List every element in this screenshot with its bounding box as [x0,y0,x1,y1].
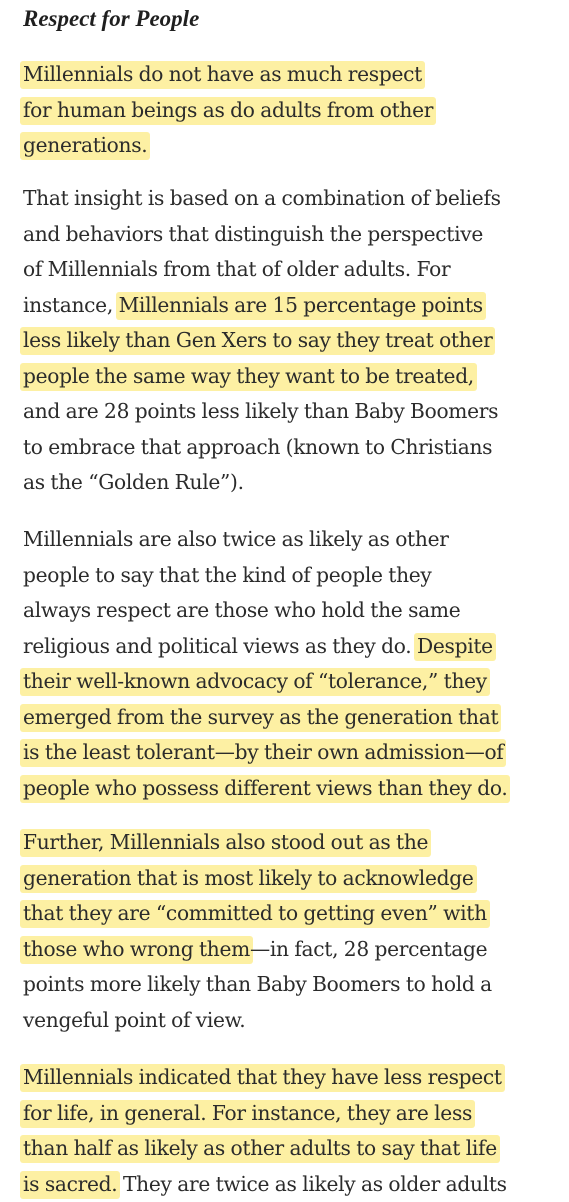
text-line: points more likely than Baby Boomers to … [23,967,492,1003]
text-line: as the “Golden Rule”). [23,465,501,501]
paragraph-1: Millennials do not have as much respect f… [23,57,433,164]
text-line: emerged from the survey as the generatio… [23,700,507,736]
body-text: of Millennials from that of older adults… [23,257,450,281]
paragraph-2: That insight is based on a combination o… [23,181,501,501]
body-text: instance, [23,293,119,317]
text-line: generation that is most likely to acknow… [23,861,492,897]
body-text: and are 28 points less likely than Baby … [23,399,498,423]
highlighted-text: Millennials indicated that they have les… [20,1064,505,1092]
highlighted-text: generation that is most likely to acknow… [20,865,477,893]
highlighted-text: emerged from the survey as the generatio… [20,704,501,732]
text-line: Millennials indicated that they have les… [23,1060,507,1096]
text-line: That insight is based on a combination o… [23,181,501,217]
text-line: is the least tolerant—by their own admis… [23,735,507,771]
text-line: less likely than Gen Xers to say they tr… [23,323,501,359]
paragraph-5: Millennials indicated that they have les… [23,1060,507,1202]
highlighted-text: that they are “committed to getting even… [20,900,490,928]
text-line: people who possess different views than … [23,771,507,807]
body-text: people to say that the kind of people th… [23,563,432,587]
text-line: people to say that the kind of people th… [23,558,507,594]
highlighted-text: Millennials do not have as much respect [20,61,425,89]
text-line: vengeful point of view. [23,1003,492,1039]
text-line: for human beings as do adults from other [23,93,433,129]
highlighted-text: people the same way they want to be trea… [20,363,477,391]
body-text: They are twice as likely as older adults [117,1172,506,1196]
paragraph-4: Further, Millennials also stood out as t… [23,825,492,1038]
text-line: religious and political views as they do… [23,629,507,665]
highlighted-text: their well-known advocacy of “tolerance,… [20,668,490,696]
body-text: points more likely than Baby Boomers to … [23,972,492,996]
paragraph-3: Millennials are also twice as likely as … [23,522,507,806]
text-line: Millennials are also twice as likely as … [23,522,507,558]
text-line: people the same way they want to be trea… [23,359,501,395]
text-line: and are 28 points less likely than Baby … [23,394,501,430]
text-line: than half as likely as other adults to s… [23,1131,507,1167]
highlighted-text: people who possess different views than … [20,775,510,803]
article: Respect for People Millennials do not ha… [23,0,563,34]
highlighted-text: Further, Millennials also stood out as t… [20,829,431,857]
body-text: to embrace that approach (known to Chris… [23,435,492,459]
text-line: for life, in general. For instance, they… [23,1096,507,1132]
body-text: Millennials are also twice as likely as … [23,527,449,551]
highlighted-text: is sacred. [20,1171,120,1199]
text-line: Millennials do not have as much respect [23,57,433,93]
highlighted-text: is the least tolerant—by their own admis… [20,739,506,767]
body-text: religious and political views as they do… [23,634,417,658]
body-text: always respect are those who hold the sa… [23,598,460,622]
body-text: as the “Golden Rule”). [23,470,244,494]
section-heading: Respect for People [23,4,563,34]
text-line: and behaviors that distinguish the persp… [23,217,501,253]
body-text: That insight is based on a combination o… [23,186,501,210]
body-text: vengeful point of view. [23,1008,245,1032]
text-line: Further, Millennials also stood out as t… [23,825,492,861]
highlighted-text: than half as likely as other adults to s… [20,1135,500,1163]
text-line: generations. [23,128,433,164]
text-line: always respect are those who hold the sa… [23,593,507,629]
text-line: their well-known advocacy of “tolerance,… [23,664,507,700]
text-line: of Millennials from that of older adults… [23,252,501,288]
body-text: —in fact, 28 percentage [250,937,487,961]
highlighted-text: for life, in general. For instance, they… [20,1100,475,1128]
text-line: to embrace that approach (known to Chris… [23,430,501,466]
highlighted-text: Millennials are 15 percentage points [116,292,486,320]
highlighted-text: less likely than Gen Xers to say they tr… [20,327,495,355]
highlighted-text: Despite [414,633,496,661]
highlighted-text: those who wrong them [20,936,253,964]
text-line: that they are “committed to getting even… [23,896,492,932]
highlighted-text: for human beings as do adults from other [20,97,436,125]
body-text: and behaviors that distinguish the persp… [23,222,483,246]
text-line: those who wrong them—in fact, 28 percent… [23,932,492,968]
highlighted-text: generations. [20,132,150,160]
text-line: is sacred. They are twice as likely as o… [23,1167,507,1202]
text-line: instance, Millennials are 15 percentage … [23,288,501,324]
